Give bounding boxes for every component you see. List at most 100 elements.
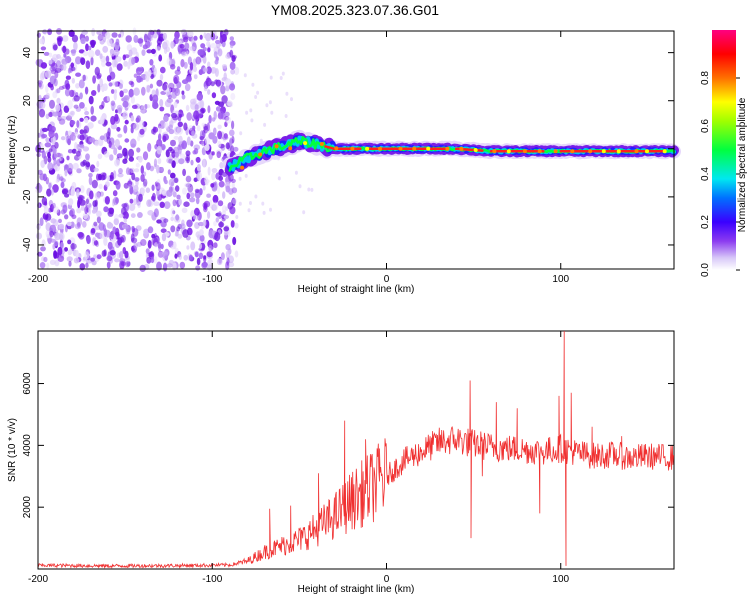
noise-dot [67, 162, 74, 172]
signal-track-hotspot [645, 149, 649, 154]
noise-dot [98, 222, 105, 231]
noise-dot [67, 239, 72, 245]
noise-dot [206, 251, 213, 258]
noise-dot [197, 171, 202, 181]
noise-dot [44, 201, 48, 206]
noise-dot [38, 94, 42, 101]
signal-track-hotspot [319, 142, 324, 146]
noise-dot [207, 166, 211, 176]
noise-dot [110, 230, 114, 240]
noise-dot [49, 259, 56, 265]
noise-dot [223, 230, 229, 236]
noise-dot [95, 49, 101, 56]
noise-dot [202, 158, 206, 168]
noise-dot [225, 185, 231, 193]
noise-dot [74, 142, 78, 151]
top-y-axis: -40 -20 0 20 40 [22, 47, 674, 252]
noise-dot [79, 134, 85, 141]
noise-dot [199, 188, 203, 196]
noise-dot [146, 256, 152, 264]
noise-dot [137, 212, 143, 218]
noise-dot [158, 133, 162, 142]
noise-dot [123, 218, 128, 223]
noise-dot [77, 221, 81, 228]
noise-dot [55, 104, 61, 112]
noise-dot [136, 241, 143, 247]
noise-dot [131, 104, 138, 109]
noise-dot [49, 125, 54, 135]
noise-dot [77, 199, 81, 209]
noise-dot [159, 73, 164, 81]
noise-dot [203, 200, 211, 208]
noise-dot [183, 36, 189, 43]
noise-dot [85, 161, 91, 168]
noise-dot [218, 221, 225, 228]
noise-dot [138, 155, 143, 163]
noise-dot [101, 60, 107, 67]
signal-track-hotspot [492, 149, 497, 154]
noise-dot [217, 48, 223, 57]
noise-dot [151, 195, 155, 201]
signal-track-peak [324, 145, 336, 151]
noise-dot [194, 147, 199, 155]
noise-dot [53, 78, 58, 87]
noise-dot [212, 135, 218, 144]
noise-dot [165, 149, 170, 158]
noise-dot [130, 213, 136, 219]
noise-dot [146, 49, 152, 54]
noise-dot [72, 162, 79, 170]
colorbar-tick-label: 0.2 [700, 215, 711, 229]
noise-dot [136, 147, 141, 153]
noise-dot [193, 74, 198, 80]
noise-dot [157, 36, 163, 42]
noise-dot [147, 239, 152, 249]
noise-dot [87, 122, 94, 129]
noise-dot [170, 139, 176, 147]
signal-track-hotspot [426, 146, 431, 151]
noise-dot [220, 252, 225, 261]
noise-dot [202, 47, 207, 52]
noise-dot [180, 59, 185, 68]
signal-track-hotspot [258, 152, 263, 157]
top-x-tick-label: -100 [202, 274, 222, 285]
noise-dot [159, 99, 164, 107]
noise-dot [128, 203, 136, 211]
noise-dot [103, 206, 109, 213]
signal-track-hotspot [537, 149, 542, 154]
noise-dot [118, 213, 124, 218]
noise-dot [178, 158, 185, 165]
noise-dot [53, 240, 59, 247]
noise-dot [189, 192, 195, 198]
noise-dot [198, 252, 204, 260]
noise-dot [160, 144, 166, 151]
noise-dot [85, 198, 89, 205]
noise-dot [196, 257, 201, 266]
noise-dot [172, 241, 177, 250]
noise-dot [178, 135, 183, 145]
noise-dot [215, 106, 221, 112]
noise-dot [134, 177, 140, 182]
noise-dot [37, 169, 43, 176]
noise-dot [170, 208, 175, 217]
noise-dot [75, 107, 82, 112]
noise-dot [173, 101, 178, 109]
noise-dot [113, 218, 120, 226]
top-y-tick-label: 20 [22, 95, 33, 107]
noise-dot [99, 135, 105, 141]
noise-dot [156, 79, 163, 87]
noise-dot [124, 138, 130, 143]
bottom-x-axis: -200 -100 0 100 [28, 331, 570, 585]
noise-dot [163, 201, 171, 210]
noise-dot [213, 242, 218, 249]
noise-dot [192, 125, 196, 131]
noise-dot [83, 129, 88, 134]
noise-dot [210, 183, 215, 188]
noise-dot [210, 32, 216, 41]
noise-dot [183, 201, 190, 207]
noise-dot [43, 256, 48, 263]
noise-dot [234, 250, 239, 258]
noise-dot [47, 151, 51, 159]
noise-dot [171, 262, 177, 271]
noise-dot [123, 124, 128, 134]
noise-dot [93, 221, 98, 227]
